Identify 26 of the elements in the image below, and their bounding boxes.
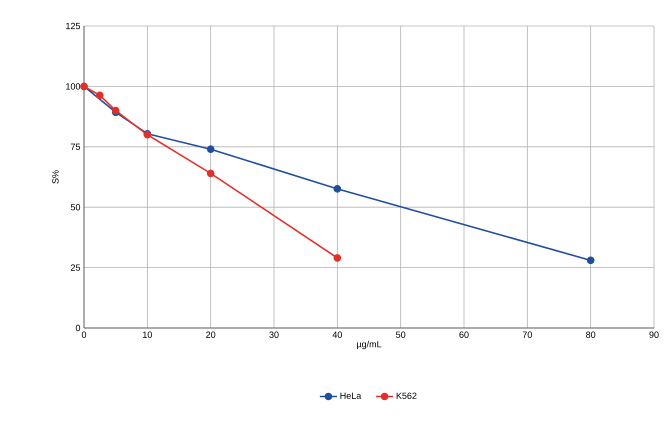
point xyxy=(96,92,104,100)
x-tick-label: 90 xyxy=(649,332,659,338)
x-tick-label: 70 xyxy=(522,332,532,338)
y-tick-label: 100 xyxy=(66,83,80,90)
x-tick-label: 40 xyxy=(332,332,342,338)
x-tick-label: 0 xyxy=(82,332,86,338)
x-tick-label: 60 xyxy=(459,332,469,338)
y-tick-label: 75 xyxy=(70,144,80,150)
point xyxy=(586,256,594,264)
y-tick-label: 125 xyxy=(66,22,80,30)
point xyxy=(334,254,342,262)
legend-label: K562 xyxy=(396,392,416,399)
y-axis-title: S% xyxy=(52,170,59,184)
x-tick-label: 80 xyxy=(586,332,596,338)
x-tick-label: 20 xyxy=(206,332,216,338)
x-tick-label: 10 xyxy=(143,332,152,338)
y-tick-label: 50 xyxy=(70,204,80,210)
x-tick-label: 50 xyxy=(396,332,406,338)
y-tick-label: 25 xyxy=(70,264,80,271)
point xyxy=(334,185,342,193)
point xyxy=(206,145,214,154)
point xyxy=(206,170,214,178)
legend-label: HeLa xyxy=(340,392,362,399)
x-tick-label: 30 xyxy=(269,332,279,338)
y-tick-label: 0 xyxy=(76,324,80,332)
x-axis-title: µg/mL xyxy=(357,340,382,350)
